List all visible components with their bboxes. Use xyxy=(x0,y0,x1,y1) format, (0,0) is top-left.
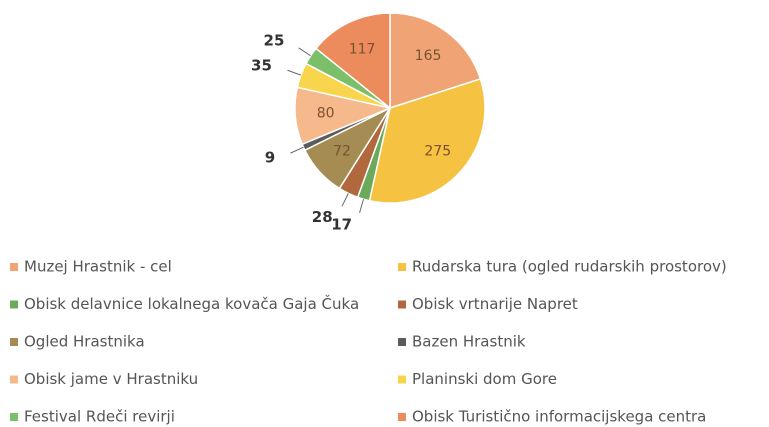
legend-swatch xyxy=(10,375,18,384)
leader-line xyxy=(359,199,365,214)
legend-label: Obisk vrtnarije Napret xyxy=(412,295,578,313)
legend-swatch xyxy=(10,338,18,346)
legend-swatch xyxy=(10,263,18,271)
data-label: 28 xyxy=(312,208,333,226)
legend-swatch xyxy=(398,413,406,421)
legend-swatch xyxy=(10,300,18,309)
leader-line xyxy=(298,47,311,57)
data-label: 17 xyxy=(331,215,352,233)
data-label: 80 xyxy=(317,106,335,122)
data-label: 275 xyxy=(424,143,451,159)
legend-label: Ogled Hrastnika xyxy=(24,333,145,351)
legend-swatch xyxy=(398,300,406,309)
legend-swatch xyxy=(398,375,406,384)
legend-label: Obisk jame v Hrastniku xyxy=(24,370,198,388)
legend-swatch xyxy=(398,338,406,346)
data-label: 72 xyxy=(333,143,351,159)
legend-label: Muzej Hrastnik - cel xyxy=(24,258,172,276)
leader-line xyxy=(290,146,304,154)
data-label: 25 xyxy=(264,32,285,50)
legend-label: Planinski dom Gore xyxy=(412,370,557,388)
pie-slice xyxy=(368,77,486,204)
legend-label: Obisk Turistično informacijskega centra xyxy=(412,408,706,426)
legend-swatch xyxy=(10,413,18,421)
legend-label: Bazen Hrastnik xyxy=(412,333,526,351)
legend-label: Rudarska tura (ogled rudarskih prostorov… xyxy=(412,258,727,276)
legend-label: Festival Rdeči revirji xyxy=(24,408,175,426)
leader-line xyxy=(287,69,302,76)
data-label: 35 xyxy=(251,56,272,74)
data-label: 165 xyxy=(415,48,442,64)
data-label: 117 xyxy=(349,42,376,58)
pie-slice xyxy=(314,12,391,110)
data-label: 9 xyxy=(265,149,275,167)
legend-label: Obisk delavnice lokalnega kovača Gaja Ču… xyxy=(24,294,359,313)
pie-slice xyxy=(389,12,482,110)
legend-swatch xyxy=(398,263,406,271)
leader-line xyxy=(341,193,349,207)
